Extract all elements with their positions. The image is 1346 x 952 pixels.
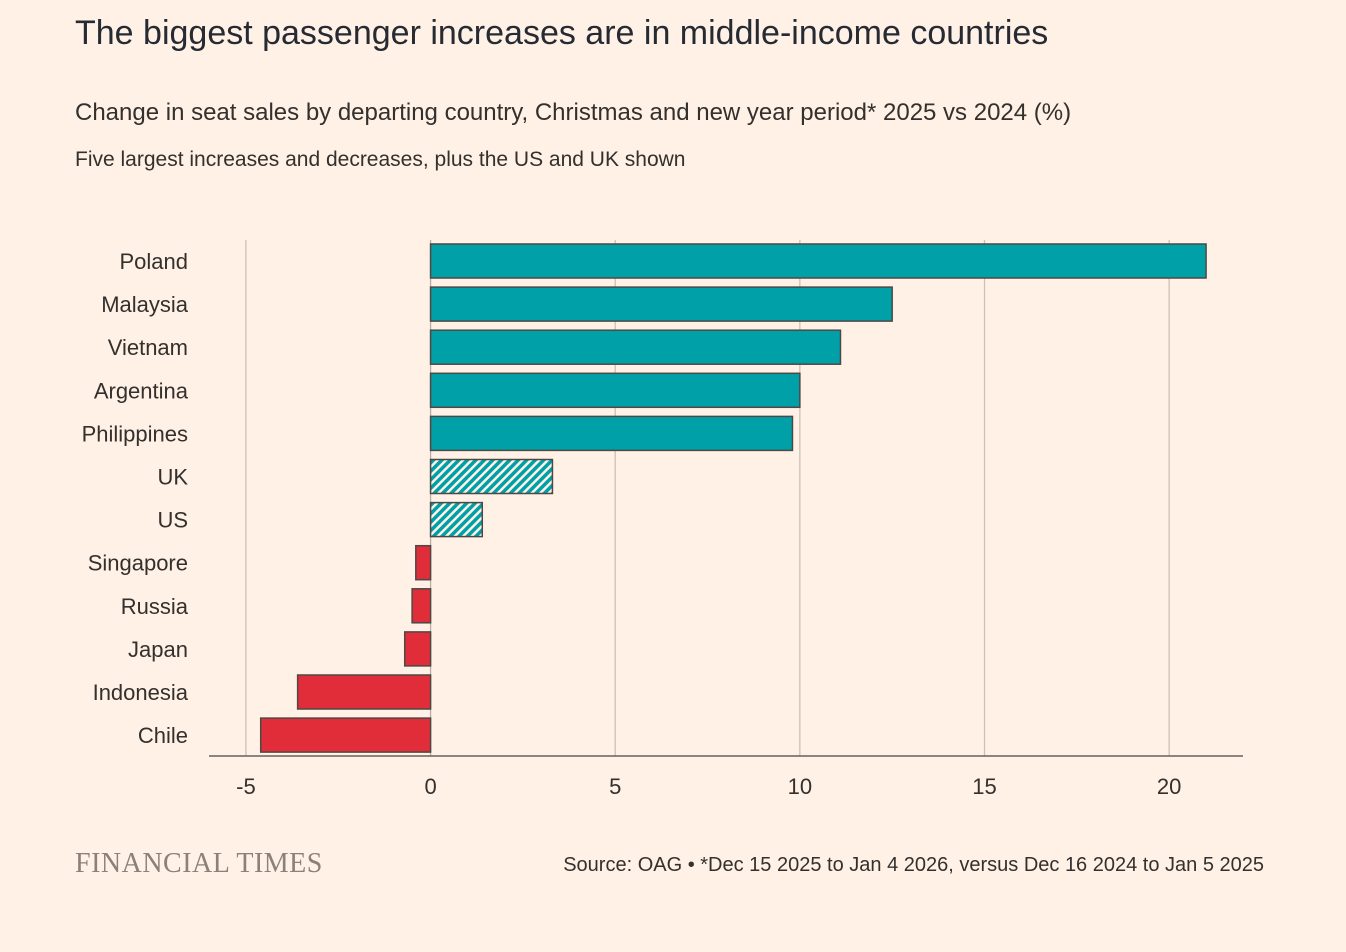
label-indonesia: Indonesia <box>93 680 189 705</box>
label-poland: Poland <box>119 249 188 274</box>
bar-chile <box>259 717 432 753</box>
ft-logo: FINANCIAL TIMES <box>75 848 323 879</box>
x-axis: -5 0 5 10 15 20 <box>209 755 1243 799</box>
bar-poland <box>429 243 1207 279</box>
bars <box>259 243 1207 753</box>
chart-subtitle: Change in seat sales by departing countr… <box>75 99 1072 126</box>
bar-argentina <box>429 372 801 409</box>
label-philippines: Philippines <box>82 421 188 446</box>
tick-label-15: 15 <box>972 774 996 799</box>
label-argentina: Argentina <box>94 378 189 403</box>
label-japan: Japan <box>128 637 188 662</box>
bar-vietnam <box>429 329 842 365</box>
label-malaysia: Malaysia <box>101 292 189 317</box>
chart-title: The biggest passenger increases are in m… <box>75 14 1049 52</box>
tick-label-10: 10 <box>788 774 812 799</box>
bar-philippines <box>429 415 794 452</box>
label-russia: Russia <box>121 594 189 619</box>
bar-malaysia <box>429 286 893 322</box>
label-uk: UK <box>157 465 188 490</box>
bar-indonesia <box>296 674 432 710</box>
category-labels: Poland Malaysia Vietnam Argentina Philippine… <box>82 249 189 748</box>
gridlines <box>245 240 1170 756</box>
tick-label-0: 0 <box>424 774 436 799</box>
label-chile: Chile <box>138 723 188 748</box>
chart-note: Five largest increases and decreases, pl… <box>75 148 686 171</box>
label-singapore: Singapore <box>88 551 188 576</box>
bar-uk <box>429 458 554 495</box>
bar-us <box>429 501 484 538</box>
tick-label-5: 5 <box>609 774 621 799</box>
label-vietnam: Vietnam <box>108 335 188 360</box>
bar-russia <box>411 588 432 624</box>
tick-label-20: 20 <box>1157 774 1181 799</box>
bar-japan <box>403 631 432 667</box>
bar-singapore <box>415 544 432 581</box>
source-note: Source: OAG • *Dec 15 2025 to Jan 4 2026… <box>563 854 1264 876</box>
tick-label--5: -5 <box>236 774 256 799</box>
label-us: US <box>157 508 188 533</box>
